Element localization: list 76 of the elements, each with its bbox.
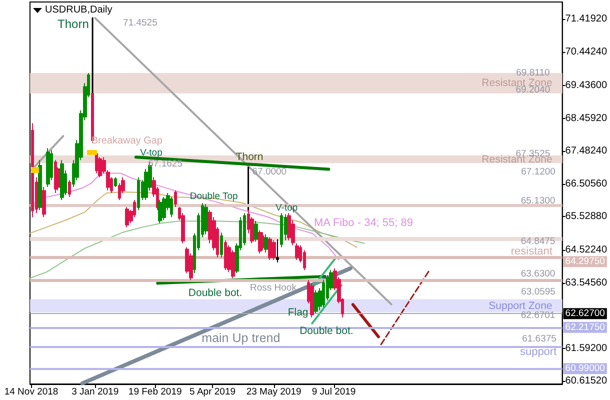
y-tick-label: 67.48240 <box>565 146 608 157</box>
candlestick <box>264 234 268 254</box>
annotation: support <box>520 346 557 358</box>
candlestick <box>204 204 208 235</box>
x-tick-label: 19 Feb 2019 <box>128 386 182 398</box>
candlestick <box>144 168 148 201</box>
candlestick <box>114 176 117 188</box>
annotation: Thorn <box>236 151 264 164</box>
candlestick <box>276 238 279 263</box>
annotation: 61.6375 <box>522 334 556 344</box>
x-tick-label: 14 Nov 2018 <box>4 386 58 398</box>
candlestick <box>261 232 264 251</box>
candlestick <box>174 190 177 208</box>
y-tick-label: 65.52880 <box>565 210 608 222</box>
candlestick <box>68 180 71 198</box>
y-tick-label: 69.43600 <box>565 80 608 92</box>
annotation: 69.8110 <box>516 68 550 79</box>
candlestick <box>280 212 283 248</box>
chart-title: USDRUB,Daily <box>45 4 112 16</box>
annotation: Breakaway Gap <box>91 136 163 146</box>
candlestick <box>42 186 46 218</box>
candlestick <box>295 242 299 261</box>
candlestick <box>98 156 102 178</box>
annotation: 63.6300 <box>520 268 556 280</box>
band-label: Support Zone <box>488 300 552 312</box>
y-tick-label: 70.44240 <box>565 46 608 58</box>
line-series <box>30 191 358 248</box>
x-tick-label: 23 May 2019 <box>246 386 302 398</box>
candlestick <box>137 176 140 211</box>
candlestick <box>60 160 64 201</box>
annotation: Flag <box>288 306 308 318</box>
annotation: 71.4525 <box>123 18 158 28</box>
annotation: 63.0595 <box>521 286 556 298</box>
y-tick-label: 63.54560 <box>565 277 608 288</box>
annotation: V-top <box>275 202 298 214</box>
y-tick-label: 71.41920 <box>565 14 608 25</box>
candlestick <box>162 196 166 221</box>
candlestick <box>125 206 129 228</box>
candlestick <box>158 200 162 224</box>
x-tick-label: 9 Jul 2019 <box>312 386 356 398</box>
x-tick-label: 5 Apr 2019 <box>190 386 236 398</box>
candlestick <box>314 290 318 314</box>
annotation: Double bot. <box>300 325 354 337</box>
annotation: Ross Hook <box>250 282 297 294</box>
candlestick <box>220 232 223 258</box>
y-tick-label: 66.50560 <box>565 178 608 190</box>
y-tick-label: 61.59200 <box>565 342 608 354</box>
y-tick-label: 64.52240 <box>565 244 608 256</box>
ref-line-label: 62.62700 <box>565 308 605 320</box>
candlestick <box>310 282 314 318</box>
candlestick <box>303 250 306 271</box>
annotation: resistant <box>510 245 552 258</box>
y-tick-label: 60.61520 <box>565 376 608 387</box>
ref-line-label: 60.99000 <box>565 363 605 374</box>
annotation: 69.2040 <box>516 84 550 96</box>
y-tick-label: 68.45920 <box>565 112 608 124</box>
candlestick <box>46 148 50 188</box>
annotation: 65.1300 <box>520 196 556 207</box>
candlestick <box>254 220 258 242</box>
x-tick-label: 3 Jan 2019 <box>72 386 119 398</box>
annotation: MA Fibo - 34; 55; 89 <box>314 217 414 229</box>
annotation: Double bot. <box>188 287 242 299</box>
annotation: 64.8475 <box>520 236 556 247</box>
candlestick <box>272 240 276 261</box>
annotation: main Up trend <box>202 331 280 345</box>
candlestick <box>224 240 227 271</box>
ref-line-label: 64.29750 <box>565 256 605 268</box>
annotation: Thorn <box>58 17 89 31</box>
candlestick <box>95 152 98 174</box>
candlestick <box>268 236 272 261</box>
ref-line-label: 62.21750 <box>565 322 605 333</box>
annotation: 67.1200 <box>521 166 556 178</box>
candlestick <box>38 160 42 211</box>
annotation: V-top <box>140 147 162 158</box>
candlestick <box>231 250 235 279</box>
candlestick <box>170 196 173 218</box>
